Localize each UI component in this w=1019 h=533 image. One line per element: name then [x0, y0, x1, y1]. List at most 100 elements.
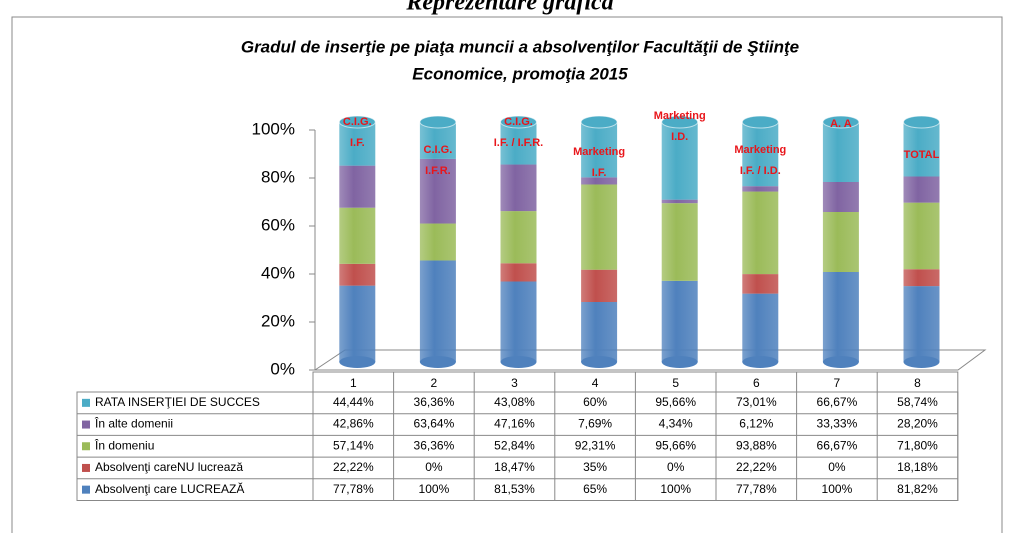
bar-segment — [419, 158, 456, 224]
legend-swatch — [82, 420, 90, 429]
y-tick-label: 60% — [261, 215, 295, 234]
legend-label: În domeniu — [94, 437, 154, 452]
data-label: 93,88% — [736, 438, 777, 452]
annotation: I.D. — [671, 131, 688, 143]
data-label: 22,22% — [736, 460, 777, 474]
data-label: 100% — [660, 482, 691, 496]
legend-label: În alte domenii — [94, 416, 173, 431]
legend-swatch — [82, 485, 90, 494]
annotation: A. A — [830, 118, 852, 130]
annotation: Marketing — [654, 110, 706, 122]
annotation: TOTAL — [904, 149, 940, 161]
data-label: 0% — [425, 460, 443, 474]
bar-segment — [903, 269, 940, 287]
bar-segment — [419, 260, 456, 362]
bar-segment — [581, 184, 618, 270]
legend-swatch — [82, 442, 90, 451]
y-tick-label: 80% — [261, 167, 295, 186]
table-frame — [76, 391, 959, 501]
bar-segment — [581, 177, 618, 185]
data-label: 58,74% — [897, 395, 938, 409]
data-label: 65% — [583, 482, 607, 496]
data-label: 43,08% — [494, 395, 535, 409]
cylinder-cap — [661, 115, 699, 129]
x-tick-label: 7 — [834, 376, 841, 390]
bar-segment — [661, 203, 698, 281]
annotation: I.F. / I.D. — [740, 165, 781, 177]
cylinder-cap — [419, 115, 457, 129]
bar-segment — [822, 272, 859, 362]
annotation: I.F. — [592, 167, 607, 179]
legend-label: Absolvenţi care LUCREAZĂ — [95, 481, 244, 496]
annotation: I.F.R. — [425, 165, 451, 177]
bar-segment — [339, 285, 376, 362]
bar-segment — [500, 164, 537, 212]
bar-segment — [822, 122, 859, 183]
data-label: 81,82% — [897, 482, 938, 496]
data-label: 77,78% — [736, 482, 777, 496]
bar-segment — [742, 293, 779, 362]
data-label: 66,67% — [817, 438, 858, 452]
data-label: 57,14% — [333, 438, 374, 452]
data-label: 18,47% — [494, 460, 535, 474]
bar-segment — [661, 122, 698, 200]
data-label: 100% — [822, 482, 853, 496]
annotation: C.I.G. — [504, 116, 533, 128]
heading: Reprezentare grafică — [405, 0, 613, 16]
data-label: 81,53% — [494, 482, 535, 496]
bar-segment — [661, 199, 698, 204]
x-tick-label: 2 — [431, 376, 438, 390]
data-label: 36,36% — [414, 438, 455, 452]
cylinder-cap — [338, 115, 376, 129]
x-tick-label: 5 — [672, 376, 679, 390]
data-label: 28,20% — [897, 417, 938, 431]
chart-frame — [11, 16, 1003, 533]
data-label: 18,18% — [897, 460, 938, 474]
data-label: 71,80% — [897, 438, 938, 452]
bar-segment — [903, 202, 940, 270]
data-label: 66,67% — [817, 395, 858, 409]
data-label: 60% — [583, 395, 607, 409]
bar-segment — [742, 186, 779, 192]
bar-segment — [500, 281, 537, 362]
bar-segment — [500, 122, 537, 165]
bar-segment — [822, 211, 859, 273]
legend-swatch — [82, 463, 90, 472]
data-label: 35% — [583, 460, 607, 474]
bar-segment — [339, 165, 376, 208]
data-label: 73,01% — [736, 395, 777, 409]
data-label: 77,78% — [333, 482, 374, 496]
data-label: 95,66% — [655, 395, 696, 409]
cylinder-cap — [903, 115, 940, 129]
annotation: Marketing — [573, 146, 625, 158]
data-label: 42,86% — [333, 417, 374, 431]
data-label: 100% — [419, 482, 450, 496]
x-tick-label: 1 — [350, 376, 357, 390]
bar-segment — [742, 122, 779, 187]
annotation: Marketing — [734, 144, 786, 156]
x-tick-label: 8 — [914, 376, 921, 390]
data-label: 4,34% — [659, 417, 693, 431]
chart-title: Economice, promoţia 2015 — [412, 64, 628, 83]
bar-segment — [339, 207, 376, 264]
data-label: 0% — [667, 460, 685, 474]
x-tick-label: 4 — [592, 376, 599, 390]
cylinder-cap — [741, 115, 779, 129]
bar-segment — [581, 122, 618, 178]
chart-title: Gradul de inserţie pe piaţa muncii a abs… — [241, 37, 799, 56]
data-label: 63,64% — [414, 417, 455, 431]
bar-segment — [419, 223, 456, 261]
y-tick-label: 20% — [261, 311, 295, 330]
data-label: 36,36% — [414, 395, 455, 409]
legend-label: Absolvenţi careNU lucrează — [95, 460, 243, 474]
y-tick-label: 0% — [270, 359, 295, 378]
bar-segment — [500, 263, 537, 282]
data-label: 92,31% — [575, 438, 616, 452]
bar-segment — [822, 182, 859, 212]
bar-segment — [742, 274, 779, 294]
data-label: 44,44% — [333, 395, 374, 409]
bar-segment — [903, 176, 940, 203]
data-label: 33,33% — [817, 417, 858, 431]
legend-swatch — [82, 398, 90, 407]
data-label: 95,66% — [655, 438, 696, 452]
